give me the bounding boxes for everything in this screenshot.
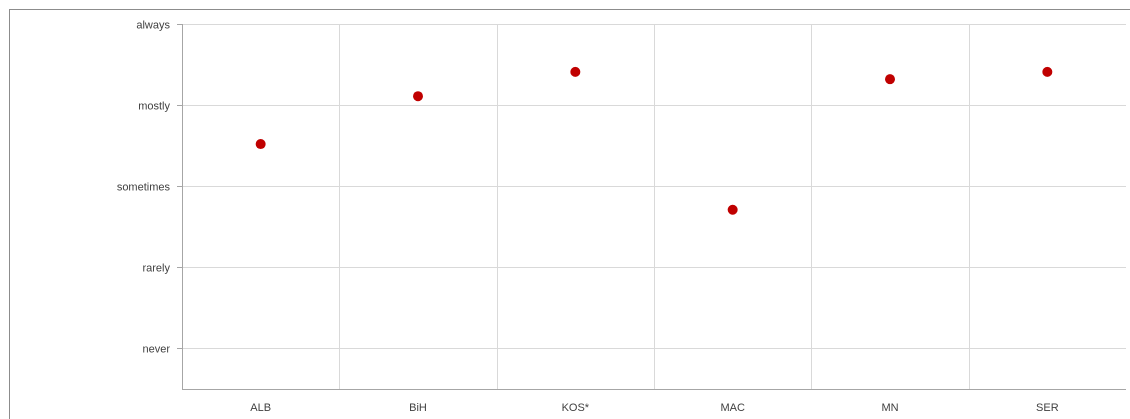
x-tick-label: MAC <box>720 402 745 414</box>
data-point <box>1042 66 1053 77</box>
data-point <box>885 74 895 85</box>
y-tick-label: mostly <box>138 101 170 113</box>
x-tick-label: BiH <box>409 402 427 414</box>
y-tick-label: rarely <box>142 263 170 275</box>
data-point <box>570 66 581 77</box>
x-tick-label: KOS* <box>562 402 590 414</box>
chart-frame <box>9 9 1130 419</box>
x-tick-label: SER <box>1036 402 1059 414</box>
y-tick-label: always <box>136 20 170 32</box>
y-tick-label: sometimes <box>117 182 171 194</box>
x-tick-label: MN <box>881 402 898 414</box>
x-tick-label: ALB <box>250 402 271 414</box>
y-tick-label: never <box>142 344 170 356</box>
data-point <box>413 91 423 102</box>
data-point <box>727 204 738 215</box>
data-point <box>255 139 266 150</box>
